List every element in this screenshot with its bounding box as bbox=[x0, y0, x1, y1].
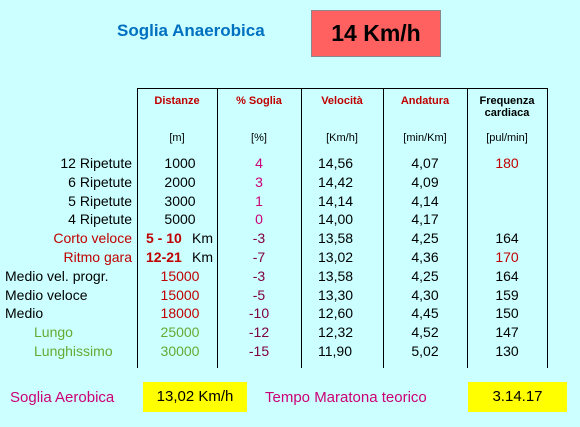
speed: 13,58 bbox=[318, 230, 354, 247]
speed: 12,60 bbox=[318, 305, 354, 322]
percent: -12 bbox=[248, 324, 270, 341]
aerobic-label: Soglia Aerobica bbox=[10, 389, 115, 406]
row-label: 4 Ripetute bbox=[68, 211, 132, 228]
pace: 4,14 bbox=[411, 192, 439, 209]
speed: 11,90 bbox=[318, 343, 352, 359]
row-label: Corto veloce bbox=[53, 230, 132, 247]
pace: 4,25 bbox=[411, 267, 439, 284]
percent: -15 bbox=[248, 343, 270, 359]
pace: 4,09 bbox=[411, 173, 439, 190]
marathon-label: Tempo Maratona teorico bbox=[265, 389, 427, 406]
distance-unit: Km bbox=[192, 230, 213, 247]
row-label: 12 Ripetute bbox=[60, 155, 132, 171]
rule bbox=[301, 88, 302, 368]
marathon-value: 3.14.17 bbox=[468, 382, 567, 412]
column-unit: [Km/h] bbox=[326, 132, 358, 144]
row-label: 6 Ripetute bbox=[68, 173, 132, 190]
distance: 30000 bbox=[160, 343, 200, 359]
distance: 15000 bbox=[160, 286, 200, 303]
row-label: Ritmo gara bbox=[63, 249, 132, 265]
percent: -3 bbox=[252, 230, 266, 247]
distance: 15000 bbox=[160, 267, 200, 284]
rule bbox=[137, 88, 138, 368]
column-header: Distanze bbox=[154, 95, 200, 107]
rule bbox=[383, 88, 384, 368]
speed: 13,30 bbox=[318, 286, 354, 303]
heart-rate: 150 bbox=[495, 305, 519, 322]
column-header: Velocità bbox=[321, 95, 363, 107]
column-header: % Soglia bbox=[236, 95, 282, 107]
heart-rate: 180 bbox=[495, 155, 519, 171]
column-unit: [%] bbox=[251, 132, 267, 144]
aerobic-value: 13,02 Km/h bbox=[143, 382, 247, 412]
column-unit: [min/Km] bbox=[403, 132, 447, 144]
percent: 4 bbox=[255, 155, 263, 171]
row-label: Lunghissimo bbox=[34, 343, 113, 359]
distance: 18000 bbox=[160, 305, 200, 322]
heart-rate: 159 bbox=[495, 286, 519, 303]
heart-rate: 130 bbox=[495, 343, 519, 359]
threshold-value: 14 Km/h bbox=[311, 10, 441, 57]
heart-rate: 147 bbox=[495, 324, 519, 341]
percent: -7 bbox=[252, 249, 266, 265]
rule bbox=[547, 88, 548, 368]
row-label: Medio bbox=[5, 305, 44, 322]
speed: 14,56 bbox=[318, 155, 354, 171]
column-header: Frequenza cardiaca bbox=[479, 95, 535, 119]
column-unit: [pul/min] bbox=[486, 132, 528, 144]
percent: 1 bbox=[255, 192, 263, 209]
speed: 14,42 bbox=[318, 173, 354, 190]
percent: -10 bbox=[248, 305, 270, 322]
percent: 3 bbox=[255, 173, 263, 190]
speed: 13,02 bbox=[318, 249, 354, 265]
rule bbox=[467, 88, 468, 368]
pace: 4,36 bbox=[411, 249, 439, 265]
row-label: Medio vel. progr. bbox=[5, 267, 109, 284]
percent: -5 bbox=[252, 286, 266, 303]
speed: 12,32 bbox=[318, 324, 354, 341]
percent: -3 bbox=[252, 267, 266, 284]
rule bbox=[137, 88, 548, 89]
heart-rate: 164 bbox=[495, 230, 519, 247]
distance: 5 - 10 bbox=[146, 230, 182, 247]
pace: 4,25 bbox=[411, 230, 439, 247]
distance: 1000 bbox=[164, 155, 196, 171]
pace: 4,07 bbox=[411, 155, 439, 171]
distance: 12-21 bbox=[146, 249, 182, 265]
row-label: 5 Ripetute bbox=[68, 192, 132, 209]
row-label: Medio veloce bbox=[5, 286, 88, 303]
pace: 4,52 bbox=[411, 324, 439, 341]
row-label: Lungo bbox=[34, 324, 73, 341]
speed: 13,58 bbox=[318, 267, 354, 284]
title: Soglia Anaerobica bbox=[117, 21, 265, 40]
rule bbox=[217, 88, 218, 368]
pace: 4,45 bbox=[411, 305, 439, 322]
distance: 2000 bbox=[164, 173, 196, 190]
pace: 4,30 bbox=[411, 286, 439, 303]
distance: 5000 bbox=[164, 211, 196, 228]
percent: 0 bbox=[255, 211, 263, 228]
heart-rate: 164 bbox=[495, 267, 519, 284]
pace: 4,17 bbox=[411, 211, 439, 228]
heart-rate: 170 bbox=[495, 249, 519, 265]
pace: 5,02 bbox=[411, 343, 439, 359]
speed: 14,00 bbox=[318, 211, 354, 228]
distance: 3000 bbox=[164, 192, 196, 209]
column-header: Andatura bbox=[400, 95, 450, 107]
distance-unit: Km bbox=[192, 249, 213, 265]
speed: 14,14 bbox=[318, 192, 354, 209]
column-unit: [m] bbox=[169, 132, 185, 144]
distance: 25000 bbox=[160, 324, 200, 341]
